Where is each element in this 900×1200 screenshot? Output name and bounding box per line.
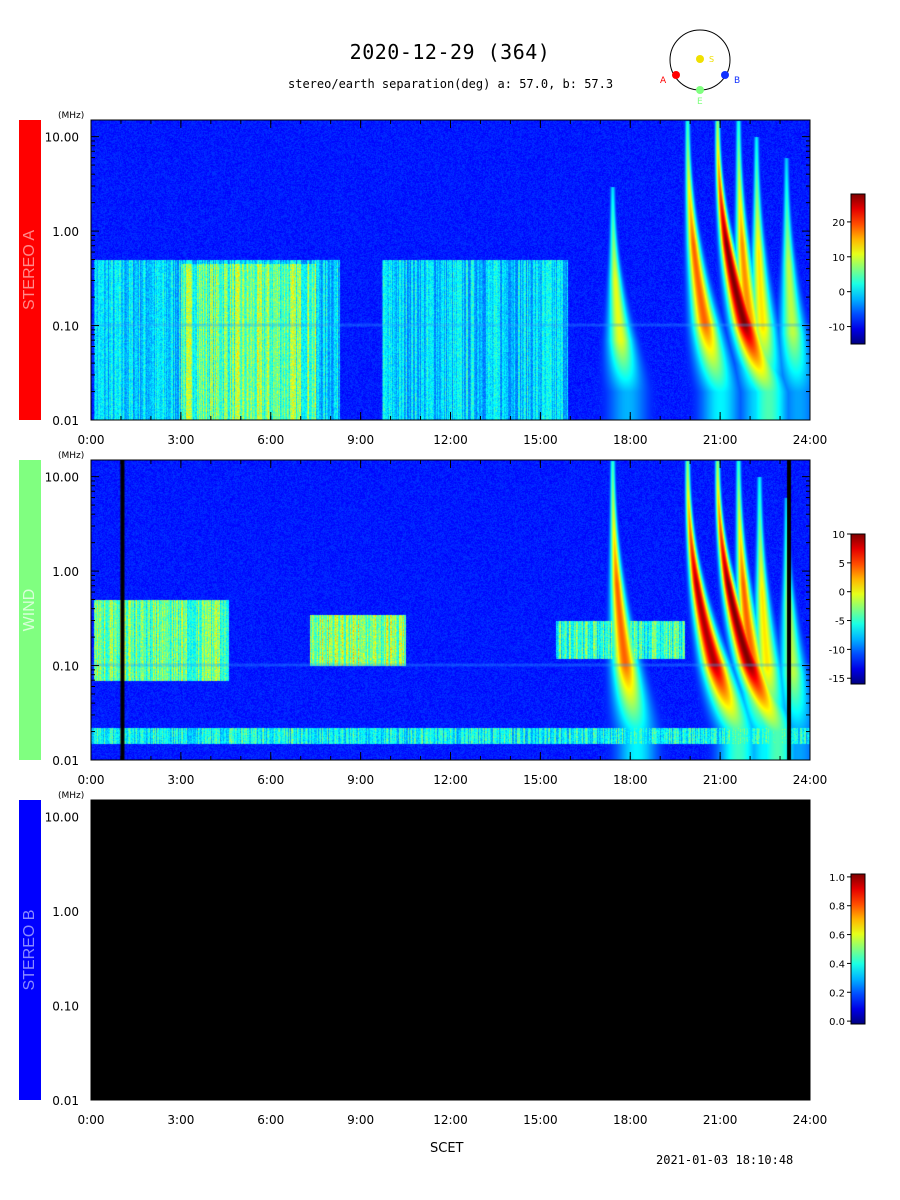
wind-side-label: WIND [19,460,41,760]
x-tick-label: 3:00 [167,433,194,447]
x-tick-label: 15:00 [523,773,558,787]
colorbar [850,873,866,1025]
x-tick-label: 15:00 [523,433,558,447]
colorbar-tick-label: 0.0 [829,1017,845,1028]
x-tick-label: 6:00 [257,1113,284,1127]
x-tick-label: 9:00 [347,773,374,787]
x-tick-label: 3:00 [167,1113,194,1127]
x-tick-label: 21:00 [703,773,738,787]
colorbar-tick-label: -10 [829,645,845,656]
x-tick-label: 24:00 [793,1113,828,1127]
colorbar-tick-label: -10 [829,323,845,334]
x-tick-label: 24:00 [793,773,828,787]
colorbar-tick-label: 20 [832,218,845,229]
y-tick-label: 1.00 [52,565,79,579]
x-tick-label: 6:00 [257,773,284,787]
earth-marker [696,86,704,94]
y-tick-label: 10.00 [45,131,79,145]
colorbar-tick-label: 0.6 [829,931,845,942]
colorbar-tick-label: 0.8 [829,902,845,913]
stereo-b-side-label: STEREO B [19,800,41,1100]
y-tick-label: 0.01 [52,754,79,768]
colorbar-tick-label: 0.2 [829,988,845,999]
colorbar-tick-label: 5 [839,559,845,570]
y-unit-label: (MHz) [58,791,84,801]
y-tick-label: 10.00 [45,471,79,485]
x-tick-label: 18:00 [613,433,648,447]
orbit-diagram: S A B E [660,29,740,107]
colorbar-tick-label: 0 [839,588,845,599]
colorbar-tick-label: 10 [832,253,845,264]
x-tick-label: 21:00 [703,1113,738,1127]
colorbar-tick-label: -15 [829,674,845,685]
stereo-a-side-label: STEREO A [19,120,41,420]
colorbar-tick-label: 0 [839,288,845,299]
stereo-b-side-text: STEREO B [21,909,38,991]
y-tick-label: 0.10 [52,1000,79,1014]
stereo-a-spectrogram [91,120,810,420]
x-tick-label: 12:00 [433,433,468,447]
x-tick-label: 12:00 [433,1113,468,1127]
x-tick-label: 3:00 [167,773,194,787]
generated-timestamp: 2021-01-03 18:10:48 [656,1153,794,1167]
stereo-b-label: B [734,76,740,86]
y-tick-label: 0.10 [52,660,79,674]
stereo-b-spectrogram [91,800,810,1100]
colorbar [850,533,866,685]
x-tick-label: 0:00 [78,433,105,447]
colorbar-tick-label: 1.0 [829,873,845,884]
x-tick-label: 9:00 [347,433,374,447]
wind-spectrogram [91,460,810,760]
x-tick-label: 24:00 [793,433,828,447]
x-tick-label: 21:00 [703,433,738,447]
y-tick-label: 10.00 [45,811,79,825]
y-unit-label: (MHz) [58,111,84,121]
x-tick-label: 15:00 [523,1113,558,1127]
sun-marker [696,55,704,63]
y-tick-label: 0.01 [52,414,79,428]
wind-side-text: WIND [21,588,38,632]
stereo-a-label: A [660,76,667,86]
colorbar-tick-label: -5 [835,617,845,628]
y-tick-label: 0.10 [52,320,79,334]
y-tick-label: 1.00 [52,225,79,239]
earth-label: E [697,97,703,107]
x-tick-label: 0:00 [78,773,105,787]
x-tick-label: 0:00 [78,1113,105,1127]
y-unit-label: (MHz) [58,451,84,461]
y-tick-label: 1.00 [52,905,79,919]
page-title: 2020-12-29 (364) [349,40,551,64]
sun-label: S [709,55,714,64]
x-tick-label: 18:00 [613,773,648,787]
colorbar [850,193,866,345]
x-tick-label: 6:00 [257,433,284,447]
stereo-a-marker [672,71,680,79]
separation-subtitle: stereo/earth separation(deg) a: 57.0, b:… [288,77,614,91]
colorbar-tick-label: 10 [832,530,845,541]
x-tick-label: 9:00 [347,1113,374,1127]
x-tick-label: 18:00 [613,1113,648,1127]
y-tick-label: 0.01 [52,1094,79,1108]
stereo-b-marker [721,71,729,79]
x-axis-label: SCET [430,1141,464,1156]
stereo-a-side-text: STEREO A [21,229,38,311]
x-tick-label: 12:00 [433,773,468,787]
colorbar-tick-label: 0.4 [829,959,845,970]
